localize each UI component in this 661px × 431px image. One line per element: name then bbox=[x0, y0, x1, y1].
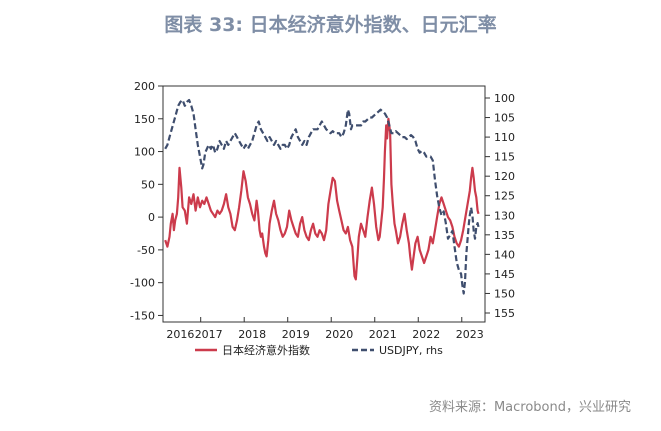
left-axis-tick-label: 200 bbox=[134, 80, 155, 93]
source-note: 资料来源：Macrobond，兴业研究 bbox=[428, 400, 631, 415]
left-axis-tick-label: 50 bbox=[141, 178, 155, 191]
x-axis-tick-label: 2020 bbox=[325, 328, 353, 341]
right-axis-tick-label: 115 bbox=[494, 151, 515, 164]
right-axis-tick-label: 130 bbox=[494, 209, 515, 222]
right-axis-tick-label: 140 bbox=[494, 248, 515, 261]
left-axis-tick-label: -50 bbox=[137, 244, 155, 257]
right-axis-tick-label: 145 bbox=[494, 268, 515, 281]
left-axis-tick-label: 150 bbox=[134, 113, 155, 126]
legend-label-surprise-index: 日本经济意外指数 bbox=[222, 343, 310, 357]
series-layer bbox=[164, 98, 480, 295]
series-line-surprise-index bbox=[164, 117, 480, 281]
x-axis-tick-label: 2018 bbox=[238, 328, 266, 341]
right-axis-tick-label: 125 bbox=[494, 190, 515, 203]
right-axis-tick-label: 120 bbox=[494, 170, 515, 183]
x-axis-tick-label: 2016 bbox=[166, 328, 194, 341]
plot-frame bbox=[162, 85, 486, 323]
right-axis-tick-label: 155 bbox=[494, 307, 515, 320]
x-axis: 2016 2017 2018 2019 2020 2021 2022 2023 bbox=[166, 317, 484, 341]
x-axis-tick-label: 2021 bbox=[369, 328, 397, 341]
left-axis-tick-label: -150 bbox=[130, 309, 155, 322]
series-line-usdjpy bbox=[164, 98, 480, 295]
legend-label-usdjpy: USDJPY, rhs bbox=[379, 344, 443, 357]
chart-title: 图表 33: 日本经济意外指数、日元汇率 bbox=[164, 14, 497, 36]
left-axis-tick-label: -100 bbox=[130, 277, 155, 290]
plot-border bbox=[162, 85, 486, 323]
x-axis-tick-label: 2022 bbox=[412, 328, 440, 341]
x-axis-tick-label: 2019 bbox=[282, 328, 310, 341]
legend: 日本经济意外指数 USDJPY, rhs bbox=[195, 343, 443, 357]
left-axis-tick-label: 0 bbox=[148, 211, 155, 224]
right-axis-tick-label: 150 bbox=[494, 287, 515, 300]
right-y-axis: 100 105 110 115 120 125 130 135 140 145 150 155 bbox=[485, 92, 515, 320]
left-axis-tick-label: 100 bbox=[134, 146, 155, 159]
left-y-axis: 200 150 100 50 0 -50 -100 -150 bbox=[130, 80, 163, 322]
x-axis-tick-label: 2023 bbox=[456, 328, 484, 341]
right-axis-tick-label: 110 bbox=[494, 131, 515, 144]
right-axis-tick-label: 105 bbox=[494, 112, 515, 125]
right-axis-tick-label: 100 bbox=[494, 92, 515, 105]
x-axis-tick-label: 2017 bbox=[195, 328, 223, 341]
right-axis-tick-label: 135 bbox=[494, 229, 515, 242]
